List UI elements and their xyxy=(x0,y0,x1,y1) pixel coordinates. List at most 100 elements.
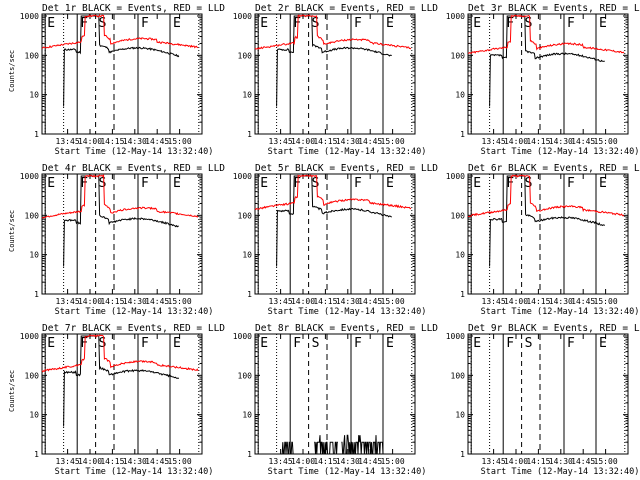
marker-label: F xyxy=(354,176,362,191)
y-axis-label: Counts/sec xyxy=(8,50,16,92)
marker-label: E xyxy=(173,176,181,191)
series-events xyxy=(489,175,606,267)
x-axis-label: Start Time (12-May-14 13:32:40) xyxy=(481,147,640,157)
x-tick-label: 14:30 xyxy=(549,457,573,466)
marker-label: F xyxy=(80,16,88,31)
x-tick-label: 14:45 xyxy=(571,137,595,146)
y-tick-label: 10 xyxy=(29,411,39,420)
x-tick-label: 13:45 xyxy=(56,297,80,306)
x-tick-label: 13:45 xyxy=(482,137,506,146)
x-tick-label: 15:00 xyxy=(594,297,618,306)
x-tick-label: 14:30 xyxy=(123,457,147,466)
plot-frame xyxy=(254,333,416,455)
series-events xyxy=(63,175,179,267)
y-tick-label: 100 xyxy=(25,211,40,220)
series-events xyxy=(489,15,605,107)
chart-panel-5: Det 5r BLACK = Events, RED = LLD 1 10 100 10… xyxy=(233,163,439,317)
chart-panel-9: Det 9r BLACK = Events, RED = LLD 1 10 100 10… xyxy=(446,323,640,477)
marker-label: S xyxy=(525,176,533,191)
x-tick-label: 15:00 xyxy=(168,457,192,466)
plot-frame xyxy=(41,13,203,135)
marker-label: E xyxy=(386,336,394,351)
marker-label: F xyxy=(567,336,575,351)
x-tick-label: 14:15 xyxy=(100,137,124,146)
x-tick-label: 15:00 xyxy=(381,297,405,306)
marker-label: F xyxy=(354,336,362,351)
x-axis-label: Start Time (12-May-14 13:32:40) xyxy=(481,467,640,477)
x-tick-label: 14:00 xyxy=(291,297,315,306)
x-tick-label: 14:15 xyxy=(313,457,337,466)
marker-label: E xyxy=(599,336,607,351)
x-tick-label: 14:30 xyxy=(336,137,360,146)
x-tick-label: 13:45 xyxy=(269,457,293,466)
x-tick-label: 15:00 xyxy=(168,297,192,306)
x-tick-label: 14:30 xyxy=(549,137,573,146)
marker-label: S xyxy=(312,176,320,191)
y-tick-label: 100 xyxy=(451,371,466,380)
y-tick-label: 100 xyxy=(238,211,253,220)
x-tick-label: 14:00 xyxy=(78,457,102,466)
chart-title: Det 6r BLACK = Events, RED = LLD xyxy=(468,163,640,174)
x-tick-label: 14:30 xyxy=(549,297,573,306)
series-lld xyxy=(468,14,625,54)
x-axis-label: Start Time (12-May-14 13:32:40) xyxy=(268,467,427,477)
y-tick-label: 1 xyxy=(34,290,39,299)
marker-label: S xyxy=(99,336,107,351)
y-tick-label: 1000 xyxy=(20,12,39,21)
y-tick-label: 1 xyxy=(34,130,39,139)
x-tick-label: 13:45 xyxy=(482,297,506,306)
marker-label: F xyxy=(141,176,149,191)
marker-label: F xyxy=(506,16,514,31)
y-tick-label: 100 xyxy=(451,211,466,220)
y-tick-label: 10 xyxy=(455,91,465,100)
marker-label: E xyxy=(173,336,181,351)
marker-label: E xyxy=(599,16,607,31)
y-tick-label: 10 xyxy=(455,411,465,420)
x-tick-label: 14:45 xyxy=(145,297,169,306)
y-tick-label: 1000 xyxy=(233,172,252,181)
series-lld xyxy=(467,174,625,218)
chart-panel-3: Det 3r BLACK = Events, RED = LLD 1 10 100 10… xyxy=(446,3,640,157)
series-events xyxy=(281,434,385,455)
series-lld xyxy=(41,14,199,49)
y-tick-label: 1000 xyxy=(446,172,465,181)
x-tick-label: 14:00 xyxy=(78,297,102,306)
marker-label: E xyxy=(173,16,181,31)
chart-panel-6: Det 6r BLACK = Events, RED = LLD 1 10 100 10… xyxy=(446,163,640,317)
y-axis-label: Counts/sec xyxy=(8,210,16,252)
y-tick-label: 1000 xyxy=(20,332,39,341)
plot-frame xyxy=(254,13,416,135)
marker-label: S xyxy=(525,336,533,351)
y-tick-label: 100 xyxy=(25,371,40,380)
chart-title: Det 2r BLACK = Events, RED = LLD xyxy=(255,3,438,14)
y-tick-label: 1000 xyxy=(20,172,39,181)
y-tick-label: 100 xyxy=(25,51,40,60)
chart-title: Det 3r BLACK = Events, RED = LLD xyxy=(468,3,640,14)
x-tick-label: 14:00 xyxy=(504,137,528,146)
marker-label: F xyxy=(506,336,514,351)
x-tick-label: 14:45 xyxy=(571,297,595,306)
y-tick-label: 10 xyxy=(242,251,252,260)
x-tick-label: 15:00 xyxy=(168,137,192,146)
chart-panel-4: Det 4r BLACK = Events, RED = LLD 1 10 100 10… xyxy=(8,163,225,317)
marker-label: F xyxy=(567,176,575,191)
plot-frame xyxy=(467,173,629,295)
x-tick-label: 14:45 xyxy=(145,457,169,466)
plot-frame xyxy=(467,13,629,135)
y-tick-label: 1000 xyxy=(446,12,465,21)
x-tick-label: 14:00 xyxy=(291,137,315,146)
series-lld xyxy=(41,334,199,373)
x-tick-label: 15:00 xyxy=(594,137,618,146)
plot-frame xyxy=(467,333,629,455)
series-events xyxy=(276,15,392,107)
marker-label: S xyxy=(312,336,320,351)
y-tick-label: 1000 xyxy=(233,332,252,341)
marker-label: E xyxy=(47,16,55,31)
x-tick-label: 13:45 xyxy=(269,297,293,306)
marker-label: S xyxy=(525,16,533,31)
x-tick-label: 15:00 xyxy=(381,137,405,146)
chart-title: Det 4r BLACK = Events, RED = LLD xyxy=(42,163,225,174)
y-tick-label: 1 xyxy=(247,290,252,299)
x-tick-label: 14:00 xyxy=(291,457,315,466)
